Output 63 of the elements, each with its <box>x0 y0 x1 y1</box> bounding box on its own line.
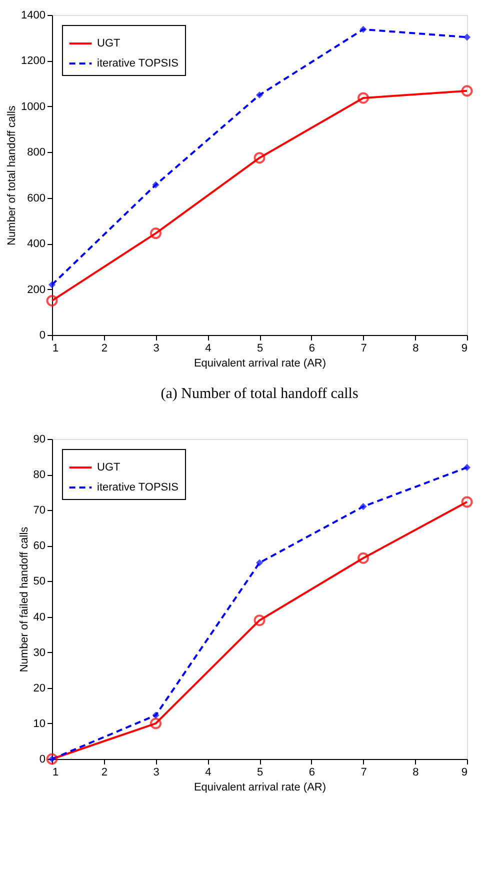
x-tick-label: 7 <box>360 342 367 354</box>
x-tick-label: 1 <box>52 342 59 354</box>
x-tick-label: 3 <box>153 342 160 354</box>
y-tick-label: 1400 <box>21 10 46 22</box>
y-tick-label: 60 <box>33 540 46 552</box>
point <box>461 85 473 97</box>
x-tick-label: 6 <box>308 766 315 778</box>
y-tick-label: 90 <box>33 434 46 446</box>
x-tick-label: 4 <box>205 342 212 354</box>
x-tick-label: 2 <box>101 342 108 354</box>
legend-label: iterative TOPSIS <box>97 482 179 494</box>
x-tick-label: 8 <box>412 342 419 354</box>
x-tick-label: 6 <box>308 342 315 354</box>
x-tick-label: 9 <box>461 766 468 778</box>
y-tick-label: 40 <box>33 611 46 624</box>
point <box>152 181 160 188</box>
point <box>48 281 56 288</box>
x-tick-label: 8 <box>412 766 419 778</box>
y-tick-label: 20 <box>33 682 46 694</box>
point <box>360 26 367 33</box>
y-axis-title: Number of total handoff calls <box>6 105 18 246</box>
legend-label: iterative TOPSIS <box>97 58 179 70</box>
x-tick-label: 9 <box>461 342 468 354</box>
y-tick-label: 0 <box>39 330 46 342</box>
point <box>150 718 162 730</box>
point <box>152 712 160 719</box>
point <box>150 228 162 240</box>
y-tick-label: 1200 <box>21 55 46 68</box>
x-tick-label: 4 <box>205 766 212 778</box>
point <box>254 152 266 164</box>
x-axis-title: Equivalent arrival rate (AR) <box>194 358 326 370</box>
point <box>256 91 264 99</box>
y-tick-label: 80 <box>33 469 46 482</box>
x-tick-label: 7 <box>360 766 367 778</box>
point <box>254 614 266 626</box>
y-tick-label: 600 <box>27 192 46 204</box>
x-tick-label: 1 <box>52 766 59 778</box>
y-tick-label: 1000 <box>21 100 46 113</box>
x-axis-title: Equivalent arrival rate (AR) <box>194 782 326 794</box>
y-tick-label: 400 <box>27 238 46 250</box>
point <box>463 34 471 41</box>
point <box>358 92 369 104</box>
point <box>360 503 367 510</box>
text: (a) Number of total handoff calls <box>160 386 358 402</box>
y-tick-label: 200 <box>27 284 46 296</box>
point <box>358 552 369 564</box>
x-tick-label: 5 <box>256 342 264 354</box>
y-tick-label: 800 <box>27 146 46 159</box>
point <box>461 496 473 508</box>
y-tick-label: 0 <box>39 754 46 766</box>
y-tick-label: 30 <box>33 646 46 659</box>
y-tick-label: 50 <box>33 576 46 588</box>
x-tick-label: 2 <box>101 766 108 778</box>
x-tick-label: 5 <box>256 766 264 778</box>
y-tick-label: 70 <box>33 504 46 517</box>
y-tick-label: 10 <box>33 718 46 730</box>
x-tick-label: 3 <box>153 766 160 778</box>
point <box>463 464 471 471</box>
legend-label: UGT <box>97 462 120 474</box>
point <box>46 294 58 306</box>
y-axis-title: Number of failed handoff calls <box>18 526 30 672</box>
legend-label: UGT <box>97 38 120 50</box>
point <box>256 559 264 566</box>
